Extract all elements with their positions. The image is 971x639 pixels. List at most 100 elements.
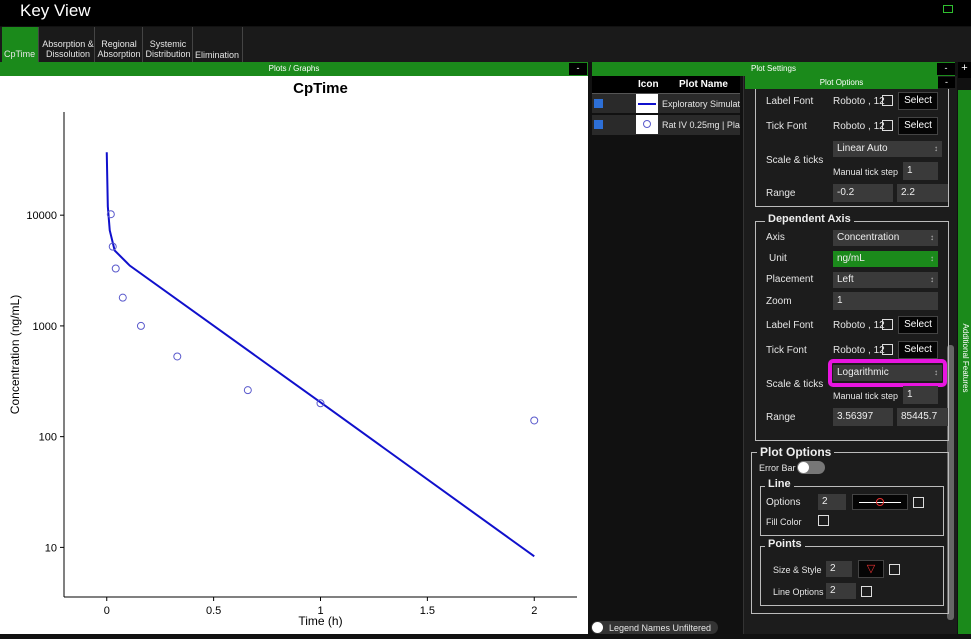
legend-icon xyxy=(636,94,658,113)
spinner[interactable]: 2 xyxy=(826,561,852,577)
color-box[interactable] xyxy=(913,497,924,508)
field-label: Manual tick step xyxy=(833,167,899,177)
x-tick-label: 1.5 xyxy=(420,605,435,617)
font-value: Roboto , 12 xyxy=(833,345,885,356)
input[interactable]: 1 xyxy=(903,386,938,404)
dropdown[interactable]: Linear Auto xyxy=(833,141,942,157)
table-header: Icon Plot Name xyxy=(592,76,740,94)
highlight xyxy=(828,359,947,387)
field-label: Axis xyxy=(766,232,785,243)
line-style[interactable] xyxy=(852,494,908,510)
marker-icon xyxy=(643,120,651,128)
input[interactable]: 1 xyxy=(833,292,938,310)
spinner[interactable]: 2 xyxy=(826,583,856,599)
color-box[interactable] xyxy=(861,586,872,597)
toggle-knob xyxy=(592,622,603,633)
field-label: Scale & ticks xyxy=(766,155,824,166)
input[interactable]: 85445.7 xyxy=(897,408,948,426)
tab[interactable]: Regional Absorption xyxy=(95,27,143,62)
color-box[interactable] xyxy=(882,95,893,106)
table-row[interactable]: Exploratory Simulat xyxy=(592,94,740,114)
group-box xyxy=(755,89,949,207)
data-point xyxy=(530,416,539,425)
tab[interactable]: CpTime xyxy=(2,27,39,62)
panel-title: Plots / Graphs xyxy=(268,64,320,73)
select-button[interactable]: Select xyxy=(898,117,938,135)
section-header: Plot Options xyxy=(745,76,938,89)
data-point xyxy=(243,386,252,395)
data-point xyxy=(136,321,145,330)
checkbox[interactable] xyxy=(594,99,603,108)
color-box[interactable] xyxy=(818,515,829,526)
tab-label: Systemic Distribution xyxy=(145,39,191,59)
add-button[interactable]: + xyxy=(958,62,971,78)
x-tick-label: 1 xyxy=(317,605,323,617)
color-box[interactable] xyxy=(889,564,900,575)
font-value: Roboto , 12 xyxy=(833,96,885,107)
field-label: Error Bar xyxy=(759,463,796,473)
x-axis-label: Time (h) xyxy=(298,614,342,628)
tab-label: CpTime xyxy=(4,49,36,59)
checkbox[interactable] xyxy=(594,120,603,129)
field-label: Placement xyxy=(766,274,814,285)
group-box xyxy=(751,452,949,614)
collapse-button[interactable]: - xyxy=(937,63,955,75)
table-row[interactable]: Rat IV 0.25mg | Pla xyxy=(592,115,740,135)
field-label: Line Options xyxy=(773,587,824,597)
marker-sample xyxy=(876,498,884,506)
group-title: Line xyxy=(765,478,794,490)
dropdown[interactable]: Logarithmic xyxy=(833,365,942,381)
field-label: Options xyxy=(766,497,801,508)
column-header: Plot Name xyxy=(679,79,728,90)
tab[interactable]: Systemic Distribution xyxy=(143,27,193,62)
column-header: Icon xyxy=(638,79,659,90)
select-button[interactable]: Select xyxy=(898,316,938,334)
input[interactable]: 1 xyxy=(903,162,938,180)
side-tab[interactable]: Additional Features xyxy=(958,90,971,634)
field-label: Fill Color xyxy=(766,517,802,527)
input[interactable]: 3.56397 xyxy=(833,408,893,426)
spinner[interactable]: 2 xyxy=(818,494,846,510)
field-label: Label Font xyxy=(766,320,814,331)
tab[interactable]: Absorption & Dissolution xyxy=(39,27,95,62)
dropdown[interactable]: ng/mL xyxy=(833,251,938,267)
dropdown[interactable]: Concentration xyxy=(833,230,938,246)
group-title: Plot Options xyxy=(757,445,835,459)
dropdown[interactable]: Left xyxy=(833,272,938,288)
input[interactable]: -0.2 xyxy=(833,184,893,202)
group-box xyxy=(760,546,944,606)
tab-label: Elimination xyxy=(195,50,240,60)
x-tick-label: 0.5 xyxy=(206,605,221,617)
toggle[interactable] xyxy=(797,461,825,474)
collapse-button[interactable]: - xyxy=(569,63,587,75)
field-label: Tick Font xyxy=(766,121,807,132)
app-title: Key View xyxy=(20,1,91,20)
field-label: Scale & ticks xyxy=(766,379,824,390)
export-icon[interactable] xyxy=(943,5,953,13)
tab-label: Absorption & Dissolution xyxy=(42,39,94,59)
x-tick-label: 0 xyxy=(104,605,110,617)
font-value: Roboto , 12 xyxy=(833,121,885,132)
color-box[interactable] xyxy=(882,319,893,330)
collapse-button[interactable]: - xyxy=(938,77,955,88)
color-box[interactable] xyxy=(882,120,893,131)
field-label: Unit xyxy=(769,253,787,264)
panel-title: Plot Settings xyxy=(751,64,796,73)
select-button[interactable]: Select xyxy=(898,341,938,359)
scrollbar[interactable] xyxy=(947,345,954,620)
input[interactable]: 2.2 xyxy=(897,184,948,202)
y-axis-label: Concentration (ng/mL) xyxy=(8,295,22,414)
point-style[interactable]: ▽ xyxy=(858,560,884,578)
data-point xyxy=(173,352,182,361)
y-tick-label: 1000 xyxy=(33,321,57,333)
panel-header: Plot Settings xyxy=(592,62,955,76)
legend-icon xyxy=(636,115,658,134)
data-point xyxy=(118,293,127,302)
color-box[interactable] xyxy=(882,344,893,355)
data-point xyxy=(316,399,325,408)
section-title: Plot Options xyxy=(819,78,864,87)
tab[interactable]: Elimination xyxy=(193,27,243,62)
legend-toggle[interactable]: Legend Names Unfiltered xyxy=(591,621,718,634)
select-button[interactable]: Select xyxy=(898,92,938,110)
